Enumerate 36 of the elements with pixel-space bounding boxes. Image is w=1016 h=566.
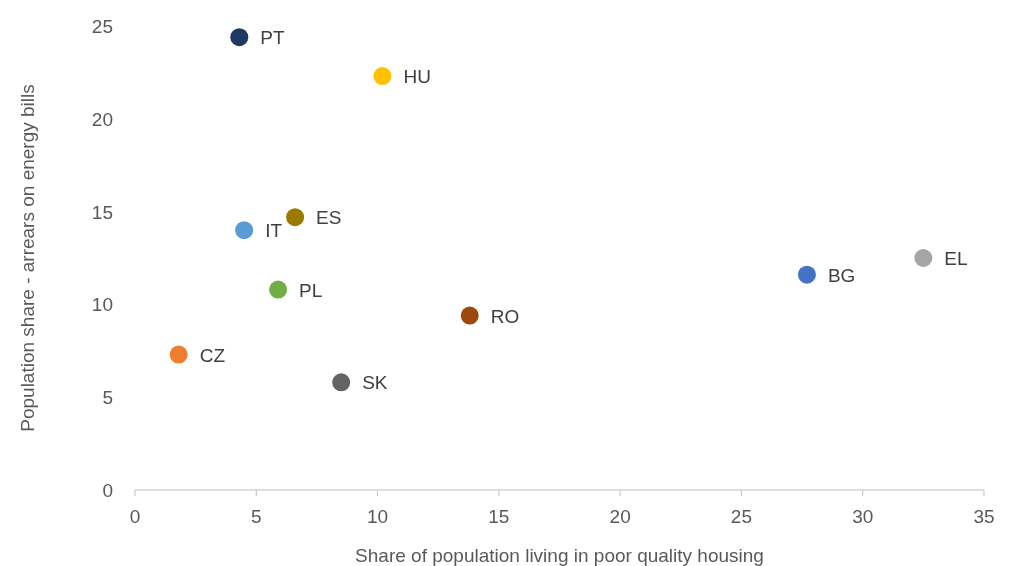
x-tick-label: 20 xyxy=(609,506,631,527)
point xyxy=(797,265,816,284)
x-axis-title: Share of population living in poor quality housing xyxy=(355,545,764,566)
series-label: HU xyxy=(403,66,431,88)
x-tick-label: 5 xyxy=(251,506,262,527)
series-label: IT xyxy=(265,220,283,242)
x-tick-label: 35 xyxy=(973,506,995,527)
y-tick-label: 20 xyxy=(91,108,113,130)
series-label: PL xyxy=(299,279,323,301)
x-tick-label: 10 xyxy=(367,506,389,527)
y-axis-title: Population share - arrears on energy bills xyxy=(17,84,38,432)
point xyxy=(373,67,392,86)
y-tick-label: 0 xyxy=(102,480,113,501)
point xyxy=(286,208,305,227)
series-label: EL xyxy=(944,248,968,269)
x-tick-label: 25 xyxy=(730,506,752,527)
series-label: RO xyxy=(490,305,520,327)
point xyxy=(269,280,288,299)
point xyxy=(169,345,188,364)
series-label: BG xyxy=(827,264,856,286)
point xyxy=(235,221,254,240)
x-tick-label: 15 xyxy=(488,506,510,527)
point xyxy=(460,306,479,325)
series-label: ES xyxy=(316,207,342,229)
y-tick-label: 10 xyxy=(91,294,113,316)
x-tick-label: 0 xyxy=(129,506,141,527)
point xyxy=(332,373,351,392)
point xyxy=(230,28,249,47)
point xyxy=(914,249,933,267)
series-label: SK xyxy=(362,372,388,394)
x-tick-label: 30 xyxy=(852,506,874,527)
y-tick-label: 15 xyxy=(91,201,113,223)
series-label: PT xyxy=(260,27,285,49)
y-tick-label: 25 xyxy=(91,16,113,37)
series-label: CZ xyxy=(199,344,226,366)
y-tick-label: 5 xyxy=(102,387,113,409)
